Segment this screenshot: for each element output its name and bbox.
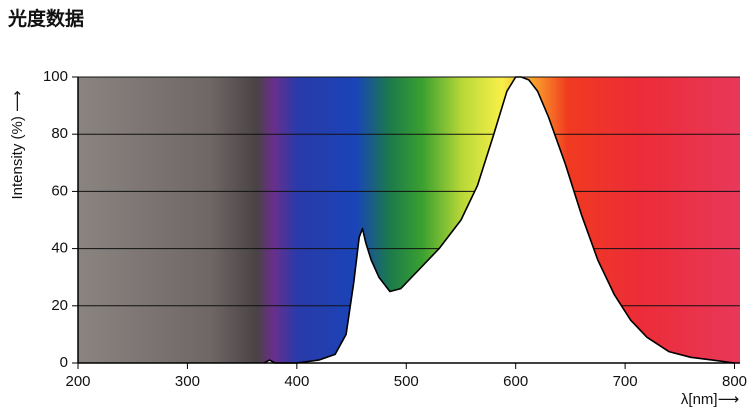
y-tick-label: 0 (60, 354, 68, 371)
curve-line (263, 76, 735, 364)
y-tick-label: 100 (43, 68, 68, 85)
y-tick-label: 60 (51, 182, 68, 199)
chart-title: 光度数据 (7, 7, 84, 30)
x-axis-label: λ[nm]⟶ (681, 391, 739, 408)
y-axis-label: Intensity (%) ⟶ (9, 90, 26, 199)
x-tick-label: 200 (65, 373, 90, 390)
x-tick-label: 700 (613, 373, 638, 390)
curve-area (264, 77, 735, 363)
x-tick-label: 500 (394, 373, 419, 390)
y-tick-label: 40 (51, 240, 68, 257)
x-tick-label: 300 (175, 373, 200, 390)
y-tick-label: 80 (51, 125, 68, 142)
y-tick-label: 20 (51, 297, 68, 314)
x-tick-label: 400 (284, 373, 309, 390)
x-tick-label: 600 (503, 373, 528, 390)
x-tick-label: 800 (722, 373, 747, 390)
